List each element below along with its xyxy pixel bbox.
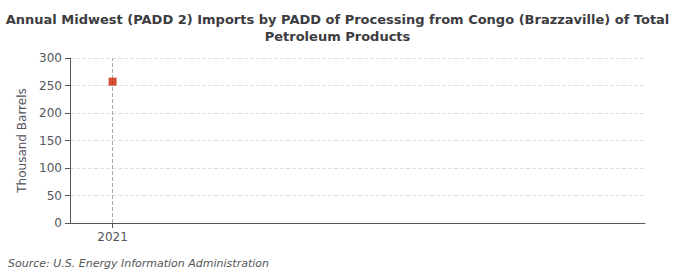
svg-text:50: 50 [47, 189, 62, 203]
svg-text:Thousand Barrels: Thousand Barrels [15, 88, 29, 193]
svg-text:Source: U.S. Energy Informatio: Source: U.S. Energy Information Administ… [8, 257, 269, 270]
svg-text:Annual Midwest (PADD 2) Import: Annual Midwest (PADD 2) Imports by PADD … [6, 12, 670, 27]
svg-text:300: 300 [39, 51, 62, 65]
svg-text:2021: 2021 [97, 230, 128, 244]
svg-text:150: 150 [39, 134, 62, 148]
svg-text:200: 200 [39, 106, 62, 120]
svg-text:0: 0 [54, 216, 62, 230]
svg-text:Petroleum Products: Petroleum Products [265, 29, 411, 44]
svg-text:250: 250 [39, 79, 62, 93]
svg-text:100: 100 [39, 161, 62, 175]
